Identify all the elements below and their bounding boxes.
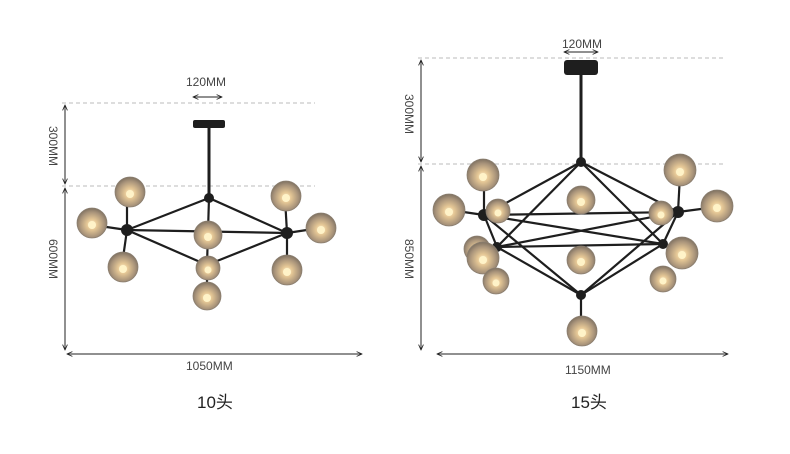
globe-bulb: [566, 315, 598, 347]
globe-bulb: [195, 255, 221, 281]
right-canopy-width-label: 120MM: [562, 37, 603, 51]
chandelier-15-heads: [418, 52, 734, 354]
globe-bulb: [482, 267, 510, 295]
globe-bulb: [648, 200, 674, 226]
canopy: [564, 60, 598, 75]
globe-bulb: [107, 251, 139, 283]
globes: [76, 176, 337, 311]
globe-bulb: [114, 176, 146, 208]
globe-bulb: [76, 207, 108, 239]
globe-bulb: [663, 153, 697, 187]
right-width-label: 1150MM: [565, 363, 611, 377]
globe-bulb: [566, 245, 596, 275]
right-rod-height-label: 300MM: [402, 93, 417, 135]
globe-bulb: [700, 189, 734, 223]
globe-bulb: [271, 254, 303, 286]
globe-bulb: [485, 198, 511, 224]
globe-bulb: [192, 281, 222, 311]
canopy: [193, 120, 225, 128]
left-body-height-label: 600MM: [46, 238, 61, 280]
globe-bulb: [432, 193, 466, 227]
globe-bulb: [270, 180, 302, 212]
globe-bulb: [193, 220, 223, 250]
globes: [432, 153, 734, 347]
right-body-height-label: 850MM: [402, 238, 417, 280]
globe-bulb: [665, 236, 699, 270]
globe-bulb: [466, 158, 500, 192]
right-caption: 15头: [571, 393, 607, 412]
left-width-label: 1050MM: [186, 359, 233, 373]
globe-bulb: [649, 265, 677, 293]
globe-bulb: [566, 185, 596, 215]
globe-bulb: [305, 212, 337, 244]
chandelier-10-heads: [62, 97, 362, 354]
globe-bulb: [466, 241, 500, 275]
left-canopy-width-label: 120MM: [186, 75, 227, 89]
left-caption: 10头: [197, 393, 233, 412]
left-rod-height-label: 300MM: [46, 125, 61, 167]
